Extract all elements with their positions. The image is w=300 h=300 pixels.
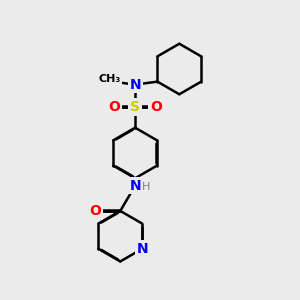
Text: N: N	[129, 78, 141, 92]
Text: O: O	[89, 204, 101, 218]
Text: N: N	[136, 242, 148, 256]
Text: CH₃: CH₃	[99, 74, 121, 84]
Text: O: O	[150, 100, 162, 114]
Text: O: O	[108, 100, 120, 114]
Text: N: N	[129, 179, 141, 193]
Text: S: S	[130, 100, 140, 114]
Text: H: H	[142, 182, 151, 192]
